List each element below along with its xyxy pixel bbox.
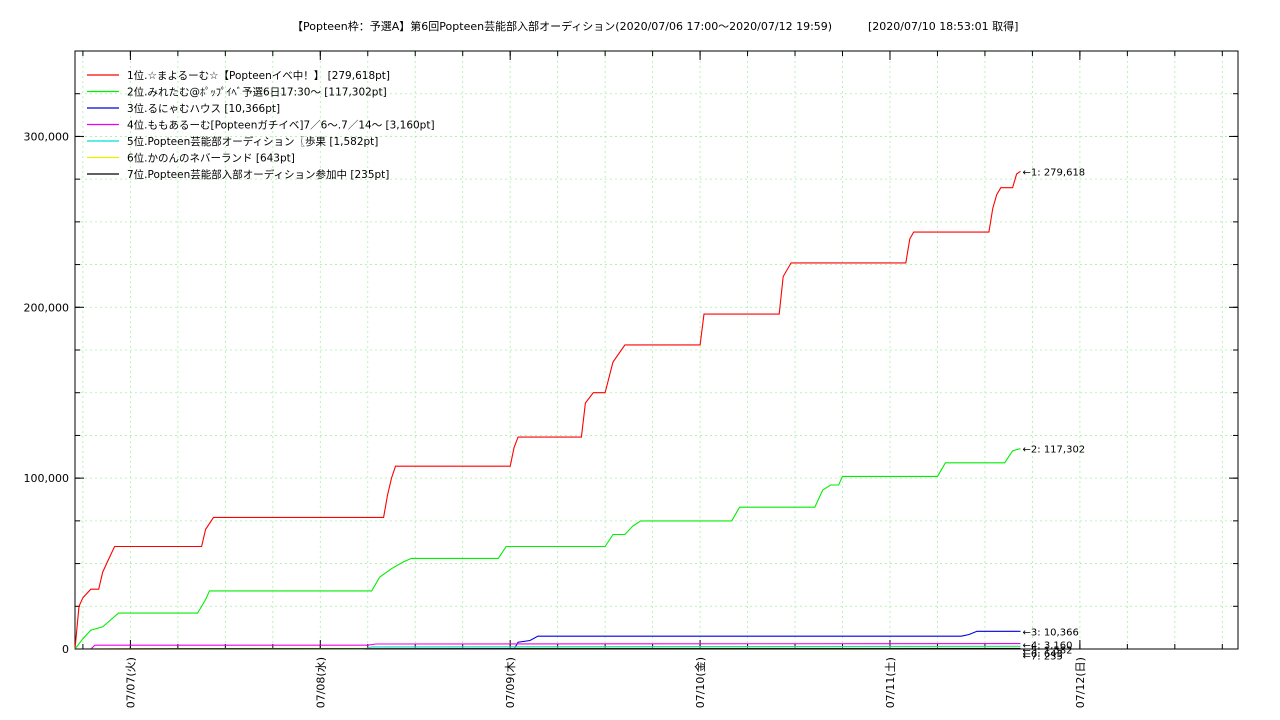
axis-ticks: 0 100,000 200,000 300,000 07/07(火) 07/08(水) 07…: [24, 51, 1238, 708]
series-line-1: [74, 170, 1021, 650]
end-labels: ←1: 279,618 ←2: 117,302 ←3: 10,366 ←4: 3,16…: [1023, 167, 1086, 662]
y-tick-label: 100,000: [24, 472, 70, 485]
x-tick-label: 07/09(木): [504, 657, 517, 708]
y-tick-label: 0: [62, 643, 69, 656]
legend-entry-7: 7位.Popteen芸能部入部オーディション参加中 [235pt]: [127, 168, 389, 181]
x-tick-label: 07/08(水): [314, 657, 327, 708]
legend-entry-2: 2位.みれたむ@ﾎﾟｯﾌﾟｲﾍﾞ予選6日17:30〜 [117,302pt]: [127, 86, 387, 99]
series-end-label-1: ←1: 279,618: [1023, 167, 1086, 178]
series-end-label-3: ←3: 10,366: [1023, 627, 1079, 638]
series-end-label-4: ←4: 3,160: [1023, 641, 1073, 652]
x-tick-label: 07/12(日): [1074, 657, 1087, 708]
legend-entry-4: 4位.ももあるーむ[Popteenガチイベ]7／6〜.7／14〜 [3,160p…: [127, 119, 435, 132]
legend-entry-1: 1位.☆まよるーむ☆【Popteenイベ中！】 [279,618pt]: [127, 69, 390, 82]
series-end-label-5: ←5: 1,582: [1023, 645, 1073, 656]
x-tick-label: 07/07(火): [124, 657, 137, 708]
legend: 1位.☆まよるーむ☆【Popteenイベ中！】 [279,618pt] 2位.みれ…: [87, 69, 435, 181]
series-line-2: [74, 448, 1021, 650]
legend-entry-5: 5位.Popteen芸能部オーディション〖歩果 [1,582pt]: [127, 135, 378, 148]
series-end-label-2: ←2: 117,302: [1023, 445, 1086, 456]
chart-title: 【Popteen枠：予選A】第6回Popteen芸能部入部オーディション(202…: [292, 19, 832, 33]
chart-timestamp: [2020/07/10 18:53:01 取得]: [868, 20, 1018, 33]
series-lines: [74, 170, 1021, 650]
x-tick-label: 07/11(土): [884, 657, 897, 708]
y-tick-label: 200,000: [24, 301, 70, 314]
legend-entry-3: 3位.るにゃむハウス [10,366pt]: [127, 102, 280, 115]
x-tick-label: 07/10(金): [693, 657, 707, 708]
series-end-label-6: ←6: 643: [1023, 649, 1063, 660]
series-end-label-7: ←7: 235: [1023, 652, 1063, 663]
legend-entry-6: 6位.かのんのネバーランド [643pt]: [127, 152, 295, 165]
y-tick-label: 300,000: [24, 130, 70, 143]
